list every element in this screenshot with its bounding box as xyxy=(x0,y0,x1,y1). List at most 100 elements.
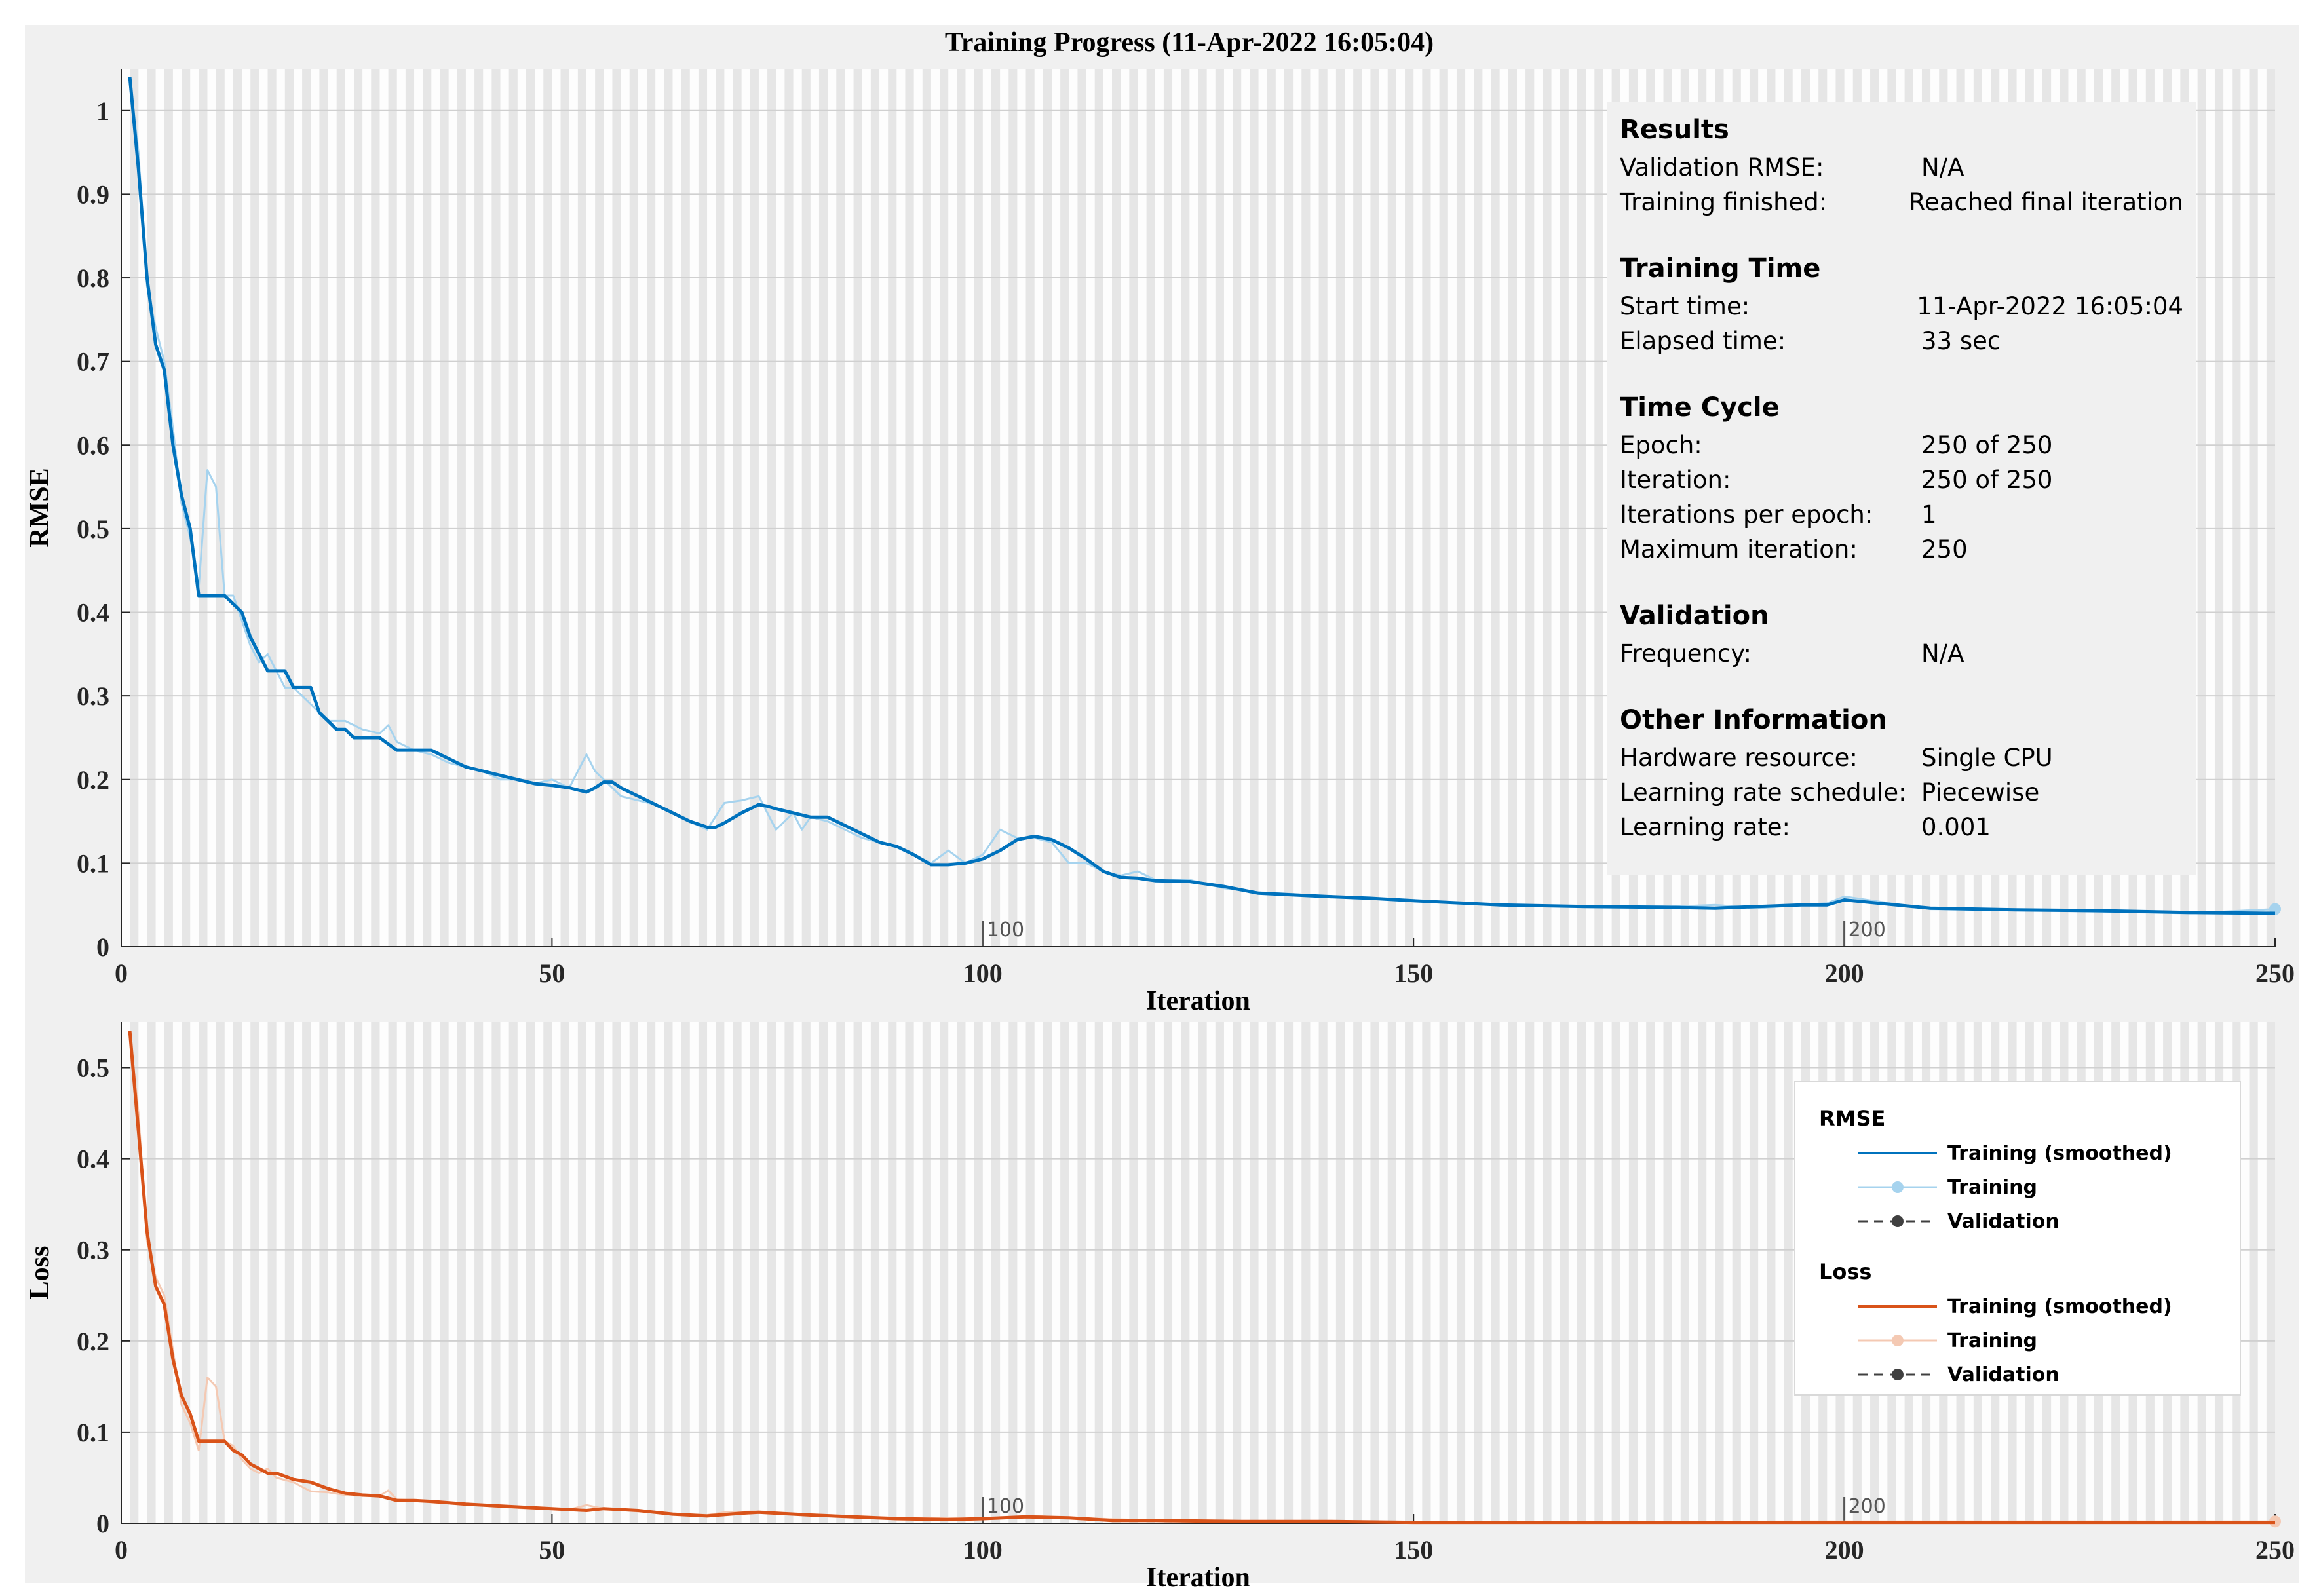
loss-epoch-stripe xyxy=(1000,1022,1009,1523)
info-section: Validation Frequency: N/A xyxy=(1620,596,2183,671)
loss-epoch-stripe xyxy=(965,1022,974,1523)
rmse-epoch-stripe xyxy=(2240,69,2250,947)
loss-epoch-stripe xyxy=(930,1022,940,1523)
loss-y-tick-label: 0.2 xyxy=(77,1327,109,1356)
loss-epoch-stripe xyxy=(155,1022,164,1523)
rmse-epoch-stripe xyxy=(362,69,372,947)
rmse-y-tick-label: 0.1 xyxy=(77,848,109,878)
info-section: Time Cycle Epoch: 250 of 250 Iteration: 250 … xyxy=(1620,387,2183,567)
loss-x-tick-label: 200 xyxy=(1825,1535,1864,1565)
info-value: Single CPU xyxy=(1921,744,2053,772)
info-section: Training Time Start time: 11-Apr-2022 16:0… xyxy=(1620,248,2183,358)
rmse-x-tick-label: 100 xyxy=(963,959,1003,988)
legend-item-label: Validation xyxy=(1947,1363,2060,1386)
loss-epoch-stripe xyxy=(1551,1022,1560,1523)
rmse-epoch-stripe xyxy=(586,69,596,947)
rmse-epoch-stripe xyxy=(1293,69,1302,947)
loss-epoch-stripe xyxy=(1568,1022,1578,1523)
loss-y-axis-label: Loss xyxy=(25,1246,55,1300)
rmse-epoch-stripe xyxy=(1482,69,1491,947)
info-key: Iterations per epoch: xyxy=(1620,501,1873,529)
loss-epoch-stripe xyxy=(1775,1022,1784,1523)
loss-epoch-stripe xyxy=(345,1022,354,1523)
loss-epoch-stripe xyxy=(311,1022,320,1523)
loss-x-tick-label: 250 xyxy=(2255,1535,2295,1565)
loss-epoch-stripe xyxy=(328,1022,337,1523)
loss-epoch-stripe xyxy=(1172,1022,1181,1523)
rmse-epoch-stripe xyxy=(930,69,940,947)
rmse-epoch-stripe xyxy=(707,69,716,947)
loss-epoch-stripe xyxy=(1258,1022,1267,1523)
info-key: Maximum iteration: xyxy=(1620,535,1858,563)
loss-epoch-stripe xyxy=(121,1022,130,1523)
rmse-epoch-stripe xyxy=(1189,69,1198,947)
rmse-epoch-stripe xyxy=(982,69,991,947)
legend-group-title: Loss xyxy=(1819,1259,1872,1284)
loss-epoch-stripe xyxy=(638,1022,647,1523)
info-key: Epoch: xyxy=(1620,431,1702,459)
rmse-epoch-stripe xyxy=(431,69,440,947)
loss-epoch-stripe xyxy=(483,1022,492,1523)
legend-group: Loss Training (smoothed) Training Validatio… xyxy=(1795,1254,2240,1392)
loss-epoch-stripe xyxy=(379,1022,389,1523)
loss-epoch-stripe xyxy=(2240,1022,2250,1523)
loss-epoch-stripe xyxy=(1603,1022,1612,1523)
info-row: Validation RMSE: N/A xyxy=(1620,150,2183,185)
rmse-epoch-stripe xyxy=(1362,69,1371,947)
loss-epoch-stripe xyxy=(896,1022,906,1523)
rmse-epoch-stripe xyxy=(1121,69,1130,947)
info-value: N/A xyxy=(1921,639,1964,668)
legend-item-label: Training (smoothed) xyxy=(1947,1295,2172,1318)
rmse-y-tick-label: 0.4 xyxy=(77,598,109,628)
loss-y-tick-label: 0 xyxy=(96,1509,109,1538)
loss-epoch-stripe xyxy=(172,1022,182,1523)
loss-epoch-stripe xyxy=(1740,1022,1750,1523)
rmse-epoch-stripe xyxy=(672,69,681,947)
rmse-training-smoothed-line xyxy=(128,77,2276,915)
rmse-epoch-stripe xyxy=(638,69,647,947)
rmse-epoch-stripe xyxy=(552,69,561,947)
info-row: Frequency: N/A xyxy=(1620,636,2183,671)
loss-x-tick-label: 100 xyxy=(963,1535,1003,1565)
rmse-epoch-stripe xyxy=(465,69,475,947)
loss-epoch-stripe xyxy=(741,1022,750,1523)
loss-epoch-stripe xyxy=(1689,1022,1698,1523)
legend-group-title: RMSE xyxy=(1819,1106,1886,1131)
loss-epoch-stripe xyxy=(1499,1022,1508,1523)
rmse-epoch-stripe xyxy=(328,69,337,947)
rmse-epoch-stripe xyxy=(1069,69,1078,947)
rmse-epoch-stripe xyxy=(1086,69,1095,947)
rmse-epoch-stripe xyxy=(1516,69,1526,947)
loss-epoch-stripe xyxy=(1396,1022,1406,1523)
rmse-epoch-stripe xyxy=(1223,69,1233,947)
rmse-epoch-stripe xyxy=(242,69,251,947)
loss-epoch-stripe xyxy=(1345,1022,1354,1523)
rmse-x-tick-label: 150 xyxy=(1394,959,1433,988)
training-info-panel: Results Validation RMSE: N/A Training finis… xyxy=(1607,102,2196,875)
loss-epoch-stripe xyxy=(1362,1022,1371,1523)
rmse-epoch-stripe xyxy=(724,69,733,947)
loss-epoch-stripe xyxy=(862,1022,871,1523)
loss-epoch-stripe xyxy=(1103,1022,1113,1523)
loss-epoch-stripe xyxy=(776,1022,785,1523)
rmse-y-tick-label: 0 xyxy=(96,932,109,962)
rmse-y-tick-label: 1 xyxy=(96,96,109,126)
loss-epoch-stripe xyxy=(1069,1022,1078,1523)
rmse-x-tick-label: 200 xyxy=(1825,959,1864,988)
loss-epoch-stripe xyxy=(879,1022,889,1523)
rmse-epoch-stripe xyxy=(1275,69,1284,947)
loss-epoch-stripe xyxy=(621,1022,630,1523)
legend-item: Validation xyxy=(1795,1358,2240,1392)
rmse-epoch-stripe xyxy=(1258,69,1267,947)
loss-epoch-stripe xyxy=(707,1022,716,1523)
info-row: Training finished: Reached final iteratio… xyxy=(1620,185,2183,219)
rmse-epoch-stripe xyxy=(1206,69,1216,947)
rmse-epoch-stripe xyxy=(535,69,544,947)
rmse-y-tick-label: 0.7 xyxy=(77,347,109,377)
rmse-epoch-stripe xyxy=(448,69,457,947)
loss-epoch-stripe xyxy=(293,1022,303,1523)
rmse-epoch-stripe xyxy=(569,69,578,947)
legend-line-icon xyxy=(1858,1181,1937,1194)
rmse-epoch-stripe xyxy=(896,69,906,947)
rmse-epoch-stripe xyxy=(1000,69,1009,947)
